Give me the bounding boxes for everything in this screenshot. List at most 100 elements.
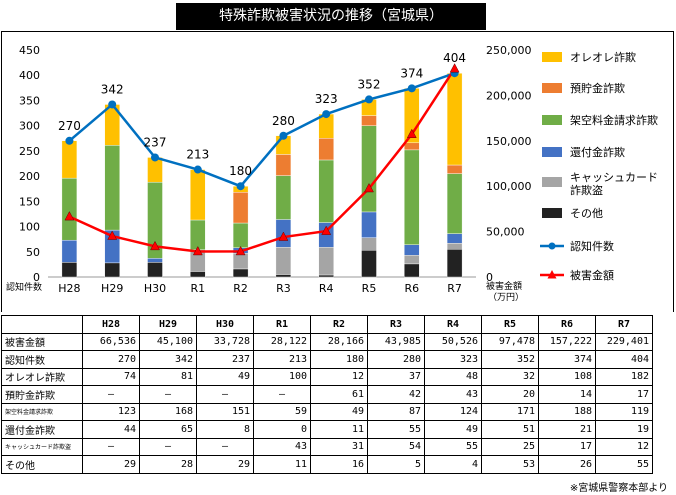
- table-cell: 59: [253, 402, 311, 421]
- count-point: [322, 110, 331, 119]
- bar-segment-sonota: [361, 250, 377, 278]
- table-header-cell: H28: [82, 315, 140, 334]
- bar-segment-kakuu: [318, 159, 334, 223]
- left-tick-label: 150: [19, 195, 40, 208]
- table-row: 還付金詐欺 44 65 8 0 11 55 49 51 21 19: [1, 420, 653, 439]
- table-cell: 29: [82, 455, 140, 474]
- x-tick-label: H29: [101, 282, 123, 295]
- table-cell: 180: [310, 350, 368, 369]
- left-tick-label: 350: [19, 94, 40, 107]
- count-data-label: 280: [272, 114, 295, 128]
- right-tick-label: 100,000: [486, 180, 532, 193]
- damage-point: [150, 240, 160, 251]
- damage-point: [406, 128, 417, 138]
- bar-segment-sonota: [318, 274, 334, 278]
- table-cell: 49: [310, 402, 368, 421]
- table-cell: 97,478: [481, 332, 539, 351]
- table-cell: 65: [139, 420, 197, 439]
- table-cell: –: [196, 437, 254, 456]
- table-row-label: その他: [1, 455, 83, 474]
- table-cell: 323: [424, 350, 482, 369]
- table-cell: 5: [367, 455, 425, 474]
- table-cell: 43: [253, 437, 311, 456]
- damage-point: [64, 211, 75, 221]
- table-cell: 29: [196, 455, 254, 474]
- legend-label: 認知件数: [570, 239, 614, 253]
- table-cell: –: [139, 437, 197, 456]
- damage-point: [449, 63, 460, 73]
- table-cell: 44: [82, 420, 140, 439]
- bar-segment-yochokin: [232, 192, 249, 224]
- legend-label: 架空料金請求詐欺: [570, 113, 658, 127]
- table-row: 被害金額 66,536 45,100 33,728 28,122 28,166 43,985…: [1, 332, 653, 351]
- table-cell: 108: [538, 367, 596, 386]
- table-cell: 11: [310, 420, 368, 439]
- table-cell: 229,401: [595, 332, 653, 351]
- bar-segment-kakuu: [61, 177, 78, 241]
- left-tick-label: 400: [19, 69, 40, 82]
- bar-segment-yochokin: [275, 154, 292, 176]
- count-point: [108, 100, 117, 109]
- x-tick-label: R7: [447, 282, 462, 295]
- table-cell: 342: [139, 350, 197, 369]
- bar-segment-yochokin: [404, 142, 420, 151]
- count-point: [65, 136, 74, 145]
- bar-segment-sonota: [446, 249, 463, 278]
- table-cell: 55: [595, 455, 653, 474]
- damage-point: [192, 245, 203, 256]
- right-tick-label: 0: [486, 271, 493, 284]
- legend-label: オレオレ詐欺: [570, 50, 636, 64]
- count-point: [407, 84, 416, 93]
- damage-point: [278, 231, 289, 241]
- count-data-label: 180: [229, 164, 252, 178]
- table-cell: 43,985: [367, 332, 425, 351]
- table-cell: 28: [139, 455, 197, 474]
- table-cell: 42: [367, 385, 425, 404]
- legend-label: 被害金額: [570, 268, 614, 282]
- table-row-label: 被害金額: [1, 332, 83, 351]
- left-tick-label: 0: [33, 271, 40, 284]
- table-header-cell: R4: [424, 315, 482, 334]
- legend-label: 詐欺盗: [570, 183, 603, 197]
- table-cell: 49: [196, 367, 254, 386]
- table-header-cell: [1, 315, 83, 334]
- count-data-label: 374: [400, 66, 423, 80]
- chart-frame: [1, 31, 674, 312]
- bar-segment-kanpu: [361, 211, 377, 238]
- legend-marker-count: [548, 242, 556, 250]
- table-cell: –: [139, 385, 197, 404]
- table-header-cell: R2: [310, 315, 368, 334]
- damage-point: [107, 230, 118, 240]
- legend-label: その他: [570, 207, 603, 220]
- table-cell: 352: [481, 350, 539, 369]
- legend-marker-damage: [547, 270, 557, 279]
- table-cell: 87: [367, 402, 425, 421]
- table-cell: 171: [481, 402, 539, 421]
- data-table: H28 H29 H30 R1 R2 R3 R4 R5 R6 R7 被害金額 66,536 45,100 3…: [1, 315, 653, 474]
- x-tick-label: R1: [190, 282, 205, 295]
- table-cell: 81: [139, 367, 197, 386]
- table-row: 認知件数 270 342 237 213 180 280 323 352 374 404: [1, 350, 653, 369]
- table-row-label: オレオレ詐欺: [1, 367, 83, 386]
- count-point: [279, 131, 288, 140]
- table-cell: 168: [139, 402, 197, 421]
- table-cell: 11: [253, 455, 311, 474]
- table-cell: 270: [82, 350, 140, 369]
- bar-segment-oreore: [190, 169, 206, 221]
- x-tick-label: H28: [58, 282, 80, 295]
- table-cell: 12: [595, 437, 653, 456]
- bar-segment-cash: [318, 247, 334, 276]
- bar-segment-yochokin: [446, 164, 463, 174]
- chart-title: 特殊詐欺被害状況の推移（宮城県）: [176, 3, 486, 30]
- bar-segment-kakuu: [104, 145, 120, 231]
- table-header-cell: R1: [253, 315, 311, 334]
- count-line: [68, 72, 456, 188]
- table-header-cell: R6: [538, 315, 596, 334]
- table-row-label: 架空料金請求詐欺: [1, 402, 83, 421]
- table-cell: 66,536: [82, 332, 140, 351]
- table-cell: 8: [196, 420, 254, 439]
- table-cell: 124: [424, 402, 482, 421]
- legend-swatch-yochokin: [542, 83, 562, 93]
- table-cell: 55: [424, 437, 482, 456]
- table-cell: 28,122: [253, 332, 311, 351]
